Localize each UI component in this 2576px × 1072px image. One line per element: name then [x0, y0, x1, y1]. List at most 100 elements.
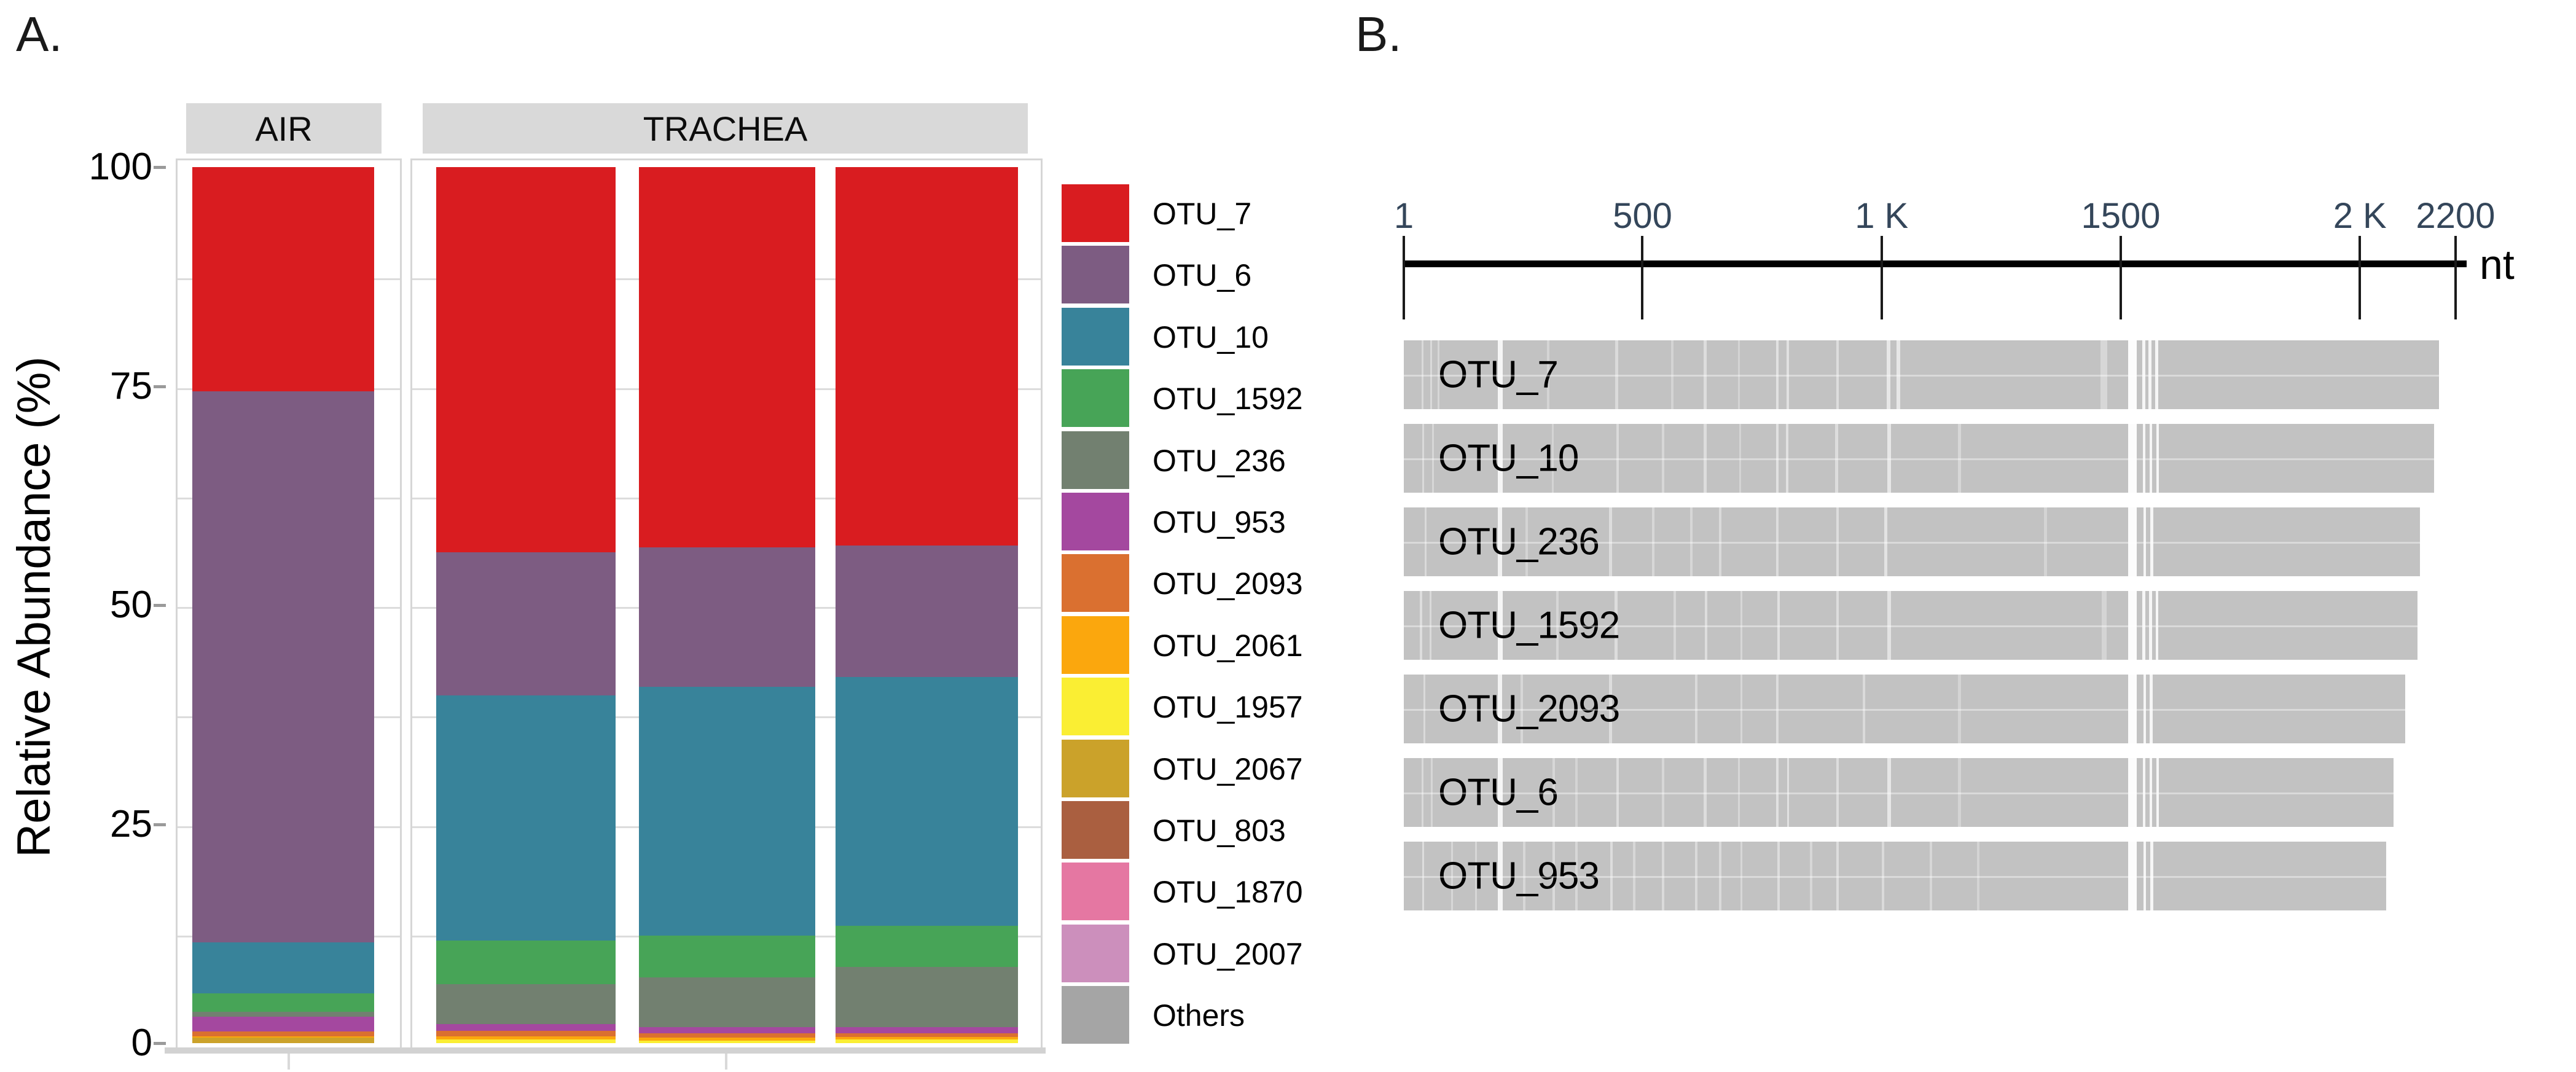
facet-header-air: AIR	[186, 103, 382, 154]
alignment-gap	[1430, 591, 1432, 660]
alignment-gap	[1881, 842, 1885, 910]
alignment-gap	[1690, 507, 1693, 576]
bar-segment-OTU_2093	[836, 1033, 1018, 1037]
bar-segment-OTU_10	[836, 676, 1018, 926]
nt-tick-mark	[1641, 236, 1644, 319]
bar-segment-OTU_953	[836, 1027, 1018, 1034]
y-tick-mark	[154, 823, 166, 826]
alignment-gap	[1474, 842, 1478, 910]
alignment-gap	[2156, 758, 2159, 827]
sequence-label: OTU_6	[1438, 771, 1559, 814]
alignment-gap	[1451, 842, 1454, 910]
alignment-gap	[1552, 758, 1555, 827]
bar-segment-OTU_2093	[436, 1031, 616, 1036]
nt-unit-label: nt	[2480, 241, 2515, 288]
sequence-label: OTU_10	[1438, 437, 1579, 480]
legend-label: Others	[1153, 998, 1245, 1033]
alignment-gap	[1695, 842, 1697, 910]
nt-tick-mark	[2359, 236, 2362, 319]
bar-segment-OTU_2061	[192, 1036, 374, 1038]
legend-swatch-OTU_236	[1062, 431, 1129, 489]
alignment-gap	[1884, 507, 1888, 576]
alignment-gap	[1777, 591, 1780, 660]
legend-label: OTU_1957	[1153, 690, 1303, 725]
sequence-label: OTU_236	[1438, 520, 1600, 563]
alignment-gap	[2155, 340, 2158, 409]
alignment-gap	[1420, 591, 1422, 660]
alignment-gap	[1423, 675, 1426, 743]
alignment-gap	[1704, 591, 1708, 660]
bar-segment-OTU_1592	[836, 925, 1018, 967]
legend-label: OTU_236	[1153, 443, 1286, 478]
alignment-gap	[2150, 842, 2153, 910]
bar-segment-OTU_236	[639, 977, 815, 1028]
alignment-gap	[2100, 340, 2108, 409]
nt-tick-label: 500	[1613, 196, 1672, 236]
alignment-gap	[1836, 591, 1839, 660]
legend-swatch-OTU_1870	[1062, 863, 1129, 921]
sequence-bar-OTU_6: OTU_6	[1404, 758, 2394, 827]
alignment-gap	[1498, 507, 1503, 576]
alignment-gap	[1498, 424, 1503, 493]
y-tick-mark	[154, 385, 166, 388]
alignment-gap	[1776, 758, 1779, 827]
alignment-gap	[2128, 758, 2137, 827]
alignment-gap	[1887, 591, 1891, 660]
legend-swatch-OTU_7	[1062, 184, 1129, 242]
alignment-gap	[2142, 591, 2145, 660]
alignment-gap	[2142, 424, 2146, 493]
alignment-gap	[1836, 507, 1839, 576]
legend-label: OTU_2007	[1153, 936, 1303, 971]
alignment-gap	[1661, 758, 1664, 827]
alignment-gap	[2156, 424, 2159, 493]
alignment-gap	[1422, 424, 1425, 493]
alignment-gap	[1552, 842, 1555, 910]
alignment-gap	[1738, 758, 1740, 827]
bar-segment-OTU_1592	[639, 935, 815, 977]
alignment-gap	[1674, 591, 1676, 660]
alignment-gap	[1977, 842, 1980, 910]
bar-segment-OTU_1957	[836, 1039, 1018, 1043]
bar-segment-OTU_7	[836, 167, 1018, 546]
legend-label: OTU_953	[1153, 505, 1286, 539]
bar-segment-OTU_2061	[436, 1036, 616, 1040]
alignment-gap	[2142, 340, 2145, 409]
bar-segment-OTU_953	[192, 1017, 374, 1032]
alignment-gap	[1551, 424, 1554, 493]
alignment-gap	[1556, 591, 1559, 660]
alignment-gap	[1422, 842, 1425, 910]
facet-header-trachea: TRACHEA	[423, 103, 1028, 154]
stacked-bar	[192, 167, 374, 1043]
bar-segment-OTU_236	[836, 966, 1018, 1028]
bar-segment-OTU_953	[436, 1023, 616, 1031]
legend-swatch-OTU_1957	[1062, 678, 1129, 736]
alignment-gap	[2143, 675, 2147, 743]
facet-x-tick	[288, 1054, 290, 1070]
sequence-bar-OTU_236: OTU_236	[1404, 507, 2420, 576]
alignment-gap	[2044, 507, 2048, 576]
bar-segment-OTU_1592	[192, 993, 374, 1012]
y-tick-label: 100	[88, 146, 152, 188]
alignment-gap	[1546, 340, 1549, 409]
alignment-gap	[2142, 758, 2146, 827]
sequence-label: OTU_953	[1438, 855, 1600, 898]
alignment-gap	[1776, 507, 1779, 576]
nt-tick-label: 2200	[2416, 196, 2496, 236]
bar-segment-OTU_2067	[192, 1038, 374, 1043]
alignment-gap	[1652, 507, 1654, 576]
alignment-gap	[1608, 507, 1612, 576]
alignment-gap	[1615, 340, 1618, 409]
legend-label: OTU_1870	[1153, 875, 1303, 910]
bar-segment-OTU_236	[192, 1011, 374, 1017]
nt-tick-mark	[2119, 236, 2122, 319]
alignment-gap	[1671, 340, 1674, 409]
alignment-gap	[1776, 675, 1779, 743]
alignment-gap	[1520, 675, 1523, 743]
bar-segment-OTU_2061	[639, 1038, 815, 1041]
y-tick-label: 25	[110, 802, 152, 845]
sequence-bar-OTU_7: OTU_7	[1404, 340, 2439, 409]
legend-swatch-OTU_953	[1062, 493, 1129, 550]
alignment-gap	[1704, 758, 1707, 827]
nt-scale-line	[1404, 260, 2467, 267]
bar-segment-OTU_2061	[836, 1036, 1018, 1040]
